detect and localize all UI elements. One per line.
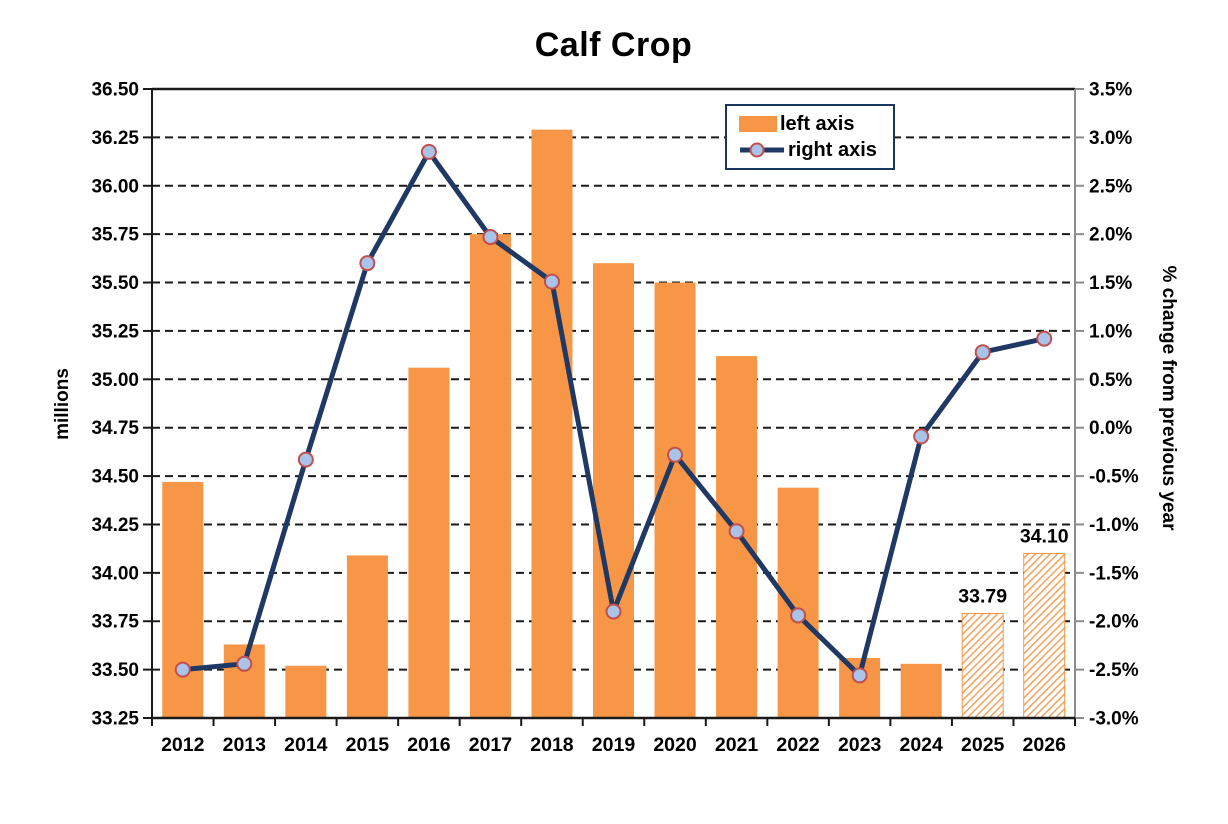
marker-2017 [482,229,499,246]
legend-item-right-axis: right axis [739,137,893,163]
x-axis-label-2025: 2025 [961,734,1005,756]
bar-2018 [531,129,573,719]
marker-2012 [174,661,191,678]
left-axis-tick-label: 36.25 [91,128,139,149]
x-axis-label-2014: 2014 [284,734,328,756]
marker-2020 [667,446,684,463]
marker-2021 [728,523,745,540]
left-axis-tick-label: 34.00 [91,563,139,584]
left-axis-tick-label: 35.75 [91,225,139,246]
right-axis-tick-label: -0.5% [1089,467,1139,488]
left-axis-tick-label: 33.75 [91,612,139,633]
bar-2024 [900,663,942,718]
bar-value-label-2025: 33.79 [958,585,1007,607]
x-axis-label-2024: 2024 [899,734,943,756]
x-axis-label-2021: 2021 [715,734,759,756]
left-axis-tick-label: 36.50 [91,80,139,101]
right-axis-tick-label: -2.5% [1089,660,1139,681]
x-axis-label-2017: 2017 [469,734,512,756]
left-axis-tick-label: 33.25 [91,709,139,730]
bar-2017 [469,234,511,718]
marker-2014 [297,451,314,468]
right-axis-tick-label: 3.0% [1089,128,1132,149]
bar-2022 [777,487,819,718]
bar-2025 [961,612,1004,719]
legend-label-right-axis: right axis [788,138,877,161]
marker-2024 [913,428,930,445]
right-axis-tick-label: 0.0% [1089,418,1132,439]
right-axis-tick-label: -3.0% [1089,709,1139,730]
marker-2018 [543,273,560,290]
x-axis-label-2018: 2018 [530,734,574,756]
left-axis-tick-label: 35.25 [91,321,139,342]
x-axis-label-2020: 2020 [653,734,697,756]
bar-series-swatch-icon [739,116,777,132]
marker-2026 [1036,330,1053,347]
chart-title: Calf Crop [534,26,693,64]
right-axis-tick-label: -2.0% [1089,612,1139,633]
left-axis-tick-label: 34.25 [91,515,139,536]
bar-2020 [654,282,696,718]
legend-item-left-axis: left axis [739,111,893,137]
bar-2019 [593,263,634,718]
right-axis-tick-label: -1.0% [1089,515,1139,536]
marker-2019 [605,603,622,620]
left-axis-tick-label: 35.00 [91,370,139,391]
left-axis-tick-label: 33.50 [91,660,139,681]
right-axis-tick-label: -1.5% [1089,563,1139,584]
x-axis-label-2016: 2016 [407,734,451,756]
marker-2022 [790,607,807,624]
right-axis-tick-label: 1.5% [1089,273,1132,294]
line-series-swatch-icon [739,141,785,159]
right-axis-tick-label: 2.0% [1089,225,1132,246]
bar-2026 [1023,552,1066,719]
left-axis-tick-label: 36.00 [91,176,139,197]
marker-2023 [851,667,868,684]
x-axis-label-2013: 2013 [223,734,267,756]
x-axis-label-2026: 2026 [1023,734,1067,756]
bar-2012 [162,481,204,718]
bar-2015 [346,555,388,718]
marker-2025 [974,344,991,361]
x-axis-label-2012: 2012 [161,734,205,756]
bar-2014 [285,665,327,718]
left-axis-tick-label: 34.50 [91,467,139,488]
left-axis-tick-label: 35.50 [91,273,139,294]
right-axis-tick-label: 2.5% [1089,176,1132,197]
legend: left axis right axis [725,104,895,170]
x-axis-label-2015: 2015 [346,734,390,756]
x-axis-label-2022: 2022 [776,734,820,756]
bar-value-label-2026: 34.10 [1020,525,1069,547]
marker-2015 [359,255,376,272]
marker-2013 [236,655,253,672]
x-axis-label-2023: 2023 [838,734,882,756]
x-axis-label-2019: 2019 [592,734,636,756]
right-axis-tick-label: 3.5% [1089,80,1132,101]
bar-2016 [408,367,450,718]
left-axis-tick-label: 34.75 [91,418,139,439]
legend-label-left-axis: left axis [780,112,855,135]
marker-2016 [420,143,437,160]
right-axis-tick-label: 0.5% [1089,370,1132,391]
right-axis-tick-label: 1.0% [1089,321,1132,342]
